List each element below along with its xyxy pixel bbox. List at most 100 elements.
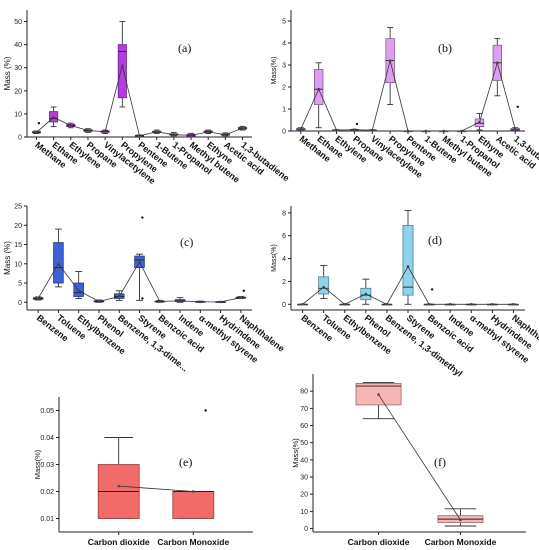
box-d-5 <box>402 210 414 305</box>
mean-trend-line <box>118 485 194 492</box>
y-tick-label: 30 <box>300 475 308 482</box>
y-axis-label: Mass(%) <box>33 449 42 479</box>
y-tick-label: 4 <box>282 41 286 48</box>
box-f-1 <box>437 508 484 527</box>
box-b-11 <box>492 38 502 97</box>
panel-label: (c) <box>180 235 193 249</box>
y-tick-label: 0.03 <box>40 462 54 469</box>
y-axis-label: Mass (%) <box>3 241 12 275</box>
y-tick-label: 0 <box>18 300 22 307</box>
y-axis-label: Mass(%) <box>271 57 278 85</box>
panel-label: (d) <box>428 233 442 247</box>
mean-marker <box>512 303 515 306</box>
panel-label: (a) <box>178 41 191 55</box>
outlier-point <box>242 289 245 292</box>
box-c-7 <box>174 297 186 303</box>
panel-label: (f) <box>434 455 446 469</box>
box-iqr <box>172 491 215 519</box>
panel-d: 02468Mass(%)(d)BenzeneTolueneEthylbenzen… <box>271 206 539 379</box>
category-label: Carbon dioxide <box>348 537 410 547</box>
outlier-point <box>430 288 434 291</box>
y-tick-label: 2 <box>282 279 286 286</box>
category-label: Carbon Monoxide <box>425 537 497 547</box>
mean-trend-line <box>300 60 516 132</box>
y-tick-label: 60 <box>300 423 308 430</box>
box-e-0 <box>97 437 140 519</box>
box-c-0 <box>32 296 44 301</box>
y-tick-label: 0 <box>282 129 286 136</box>
panel-label: (e) <box>179 455 192 469</box>
box-iqr <box>313 69 324 106</box>
outlier-point <box>141 297 144 300</box>
y-tick-label: 10 <box>14 261 22 268</box>
y-tick-label: 3 <box>282 63 286 70</box>
y-tick-label: 50 <box>300 440 308 447</box>
y-tick-label: 10 <box>300 509 308 516</box>
mean-marker <box>36 297 40 300</box>
category-label: Carbon dioxide <box>88 537 150 547</box>
outlier-point <box>37 121 41 125</box>
outlier-point <box>141 216 144 219</box>
y-tick-label: 5 <box>282 19 286 26</box>
box-a-5 <box>117 21 127 108</box>
outlier-point <box>355 122 359 126</box>
box-iqr <box>318 276 330 295</box>
category-label: Carbon Monoxide <box>157 537 229 547</box>
y-tick-label: 50 <box>14 19 22 26</box>
box-d-3 <box>360 278 372 305</box>
mean-trend-line <box>302 265 514 305</box>
box-d-6 <box>423 288 435 306</box>
outlier-point <box>516 105 519 109</box>
y-tick-label: 25 <box>14 204 22 211</box>
box-e-1 <box>172 409 215 519</box>
mean-marker <box>117 484 120 488</box>
y-tick-label: 40 <box>300 457 308 464</box>
y-tick-label: 6 <box>282 233 286 240</box>
y-tick-label: 0 <box>18 135 22 142</box>
mean-marker <box>299 128 303 131</box>
y-axis-label: Mass(%) <box>291 438 300 468</box>
box-b-5 <box>385 27 395 106</box>
mean-trend-line <box>37 261 241 303</box>
y-tick-label: 30 <box>14 65 22 72</box>
panel-b: 012345Mass(%)(b)MethaneEthaneEthylenePro… <box>271 10 539 180</box>
y-tick-label: 20 <box>14 88 22 95</box>
mean-marker <box>192 490 195 493</box>
mean-marker <box>513 128 517 131</box>
y-tick-label: 15 <box>14 242 22 249</box>
y-tick-label: 0.04 <box>40 435 54 442</box>
y-tick-label: 0.01 <box>40 516 54 523</box>
y-tick-label: 80 <box>300 389 308 396</box>
outlier-point <box>204 409 207 412</box>
y-tick-label: 20 <box>14 223 22 230</box>
y-tick-label: 0.05 <box>40 408 54 415</box>
mean-trend-line <box>378 394 461 521</box>
y-tick-label: 70 <box>300 406 308 413</box>
y-tick-label: 0.02 <box>40 489 54 496</box>
box-c-4 <box>113 290 125 301</box>
box-iqr <box>402 225 414 296</box>
box-c-1 <box>53 228 64 288</box>
y-tick-label: 2 <box>282 85 286 92</box>
y-tick-label: 8 <box>282 210 286 217</box>
box-d-1 <box>318 264 330 300</box>
panel-e: 0.01 0.02 0.03 0.04 0.05 Mass(%) (e) Carbon dio… <box>33 397 253 547</box>
panel-f: 0 10 20 30 40 50 60 70 80 Mass(%) (f) Carbon dioxid… <box>291 374 526 547</box>
y-tick-label: 0 <box>282 302 286 309</box>
box-iqr <box>117 44 127 99</box>
box-c-2 <box>73 271 84 299</box>
y-tick-label: 5 <box>18 281 22 288</box>
y-tick-label: 20 <box>300 492 308 499</box>
box-a-1 <box>49 106 59 128</box>
panel-label: (b) <box>438 41 452 55</box>
y-tick-label: 0 <box>304 526 308 533</box>
box-b-0 <box>296 127 306 132</box>
y-tick-label: 4 <box>282 256 286 263</box>
mean-trend-line <box>36 65 243 137</box>
box-f-0 <box>355 382 402 420</box>
y-tick-label: 10 <box>14 111 22 118</box>
y-axis-label: Mass (%) <box>3 56 12 90</box>
